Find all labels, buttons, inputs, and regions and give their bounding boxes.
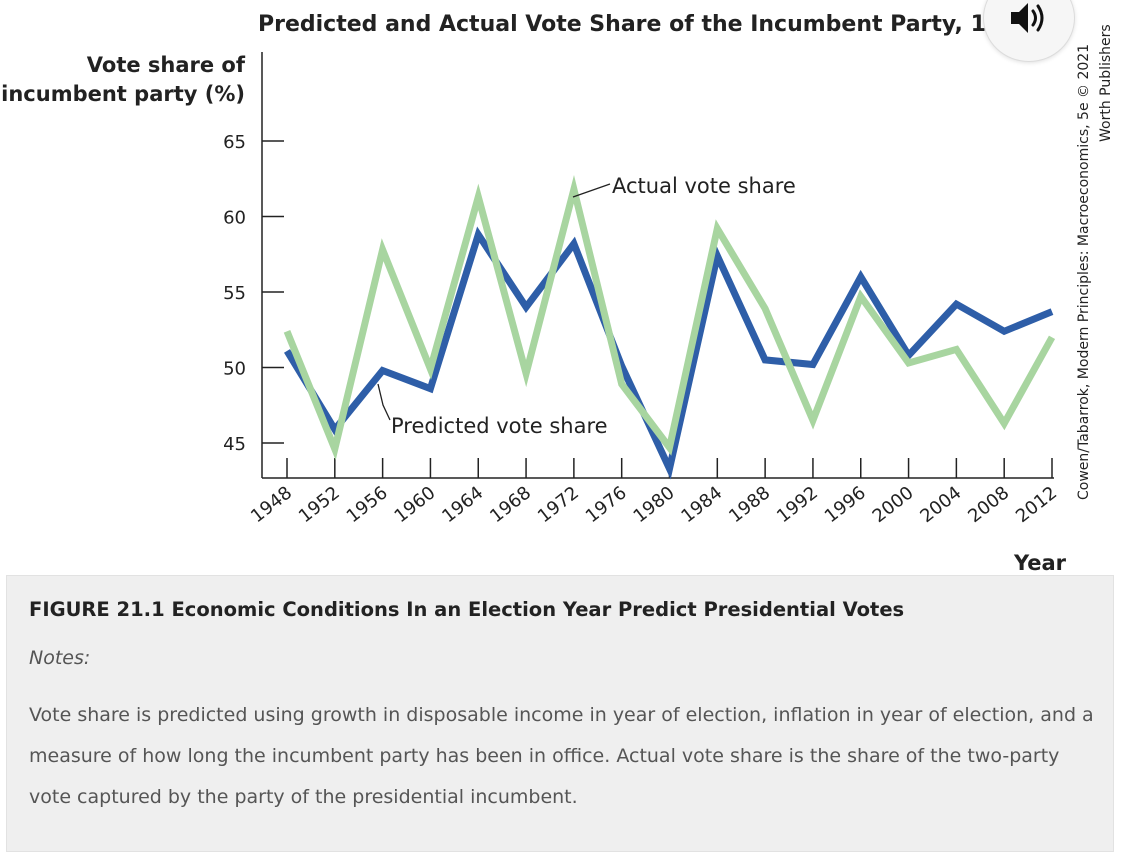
vote-share-chart: Predicted and Actual Vote Share of the I…: [1, 12, 1114, 575]
chart-title: Predicted and Actual Vote Share of the I…: [258, 12, 1017, 37]
x-tick-label-1992: 1992: [773, 482, 822, 527]
y-tick-label-50: 50: [223, 359, 246, 380]
x-tick-label-1964: 1964: [438, 482, 487, 527]
x-tick-label-2000: 2000: [869, 482, 918, 527]
x-tick-label-1972: 1972: [534, 482, 583, 527]
x-tick-label-2004: 2004: [916, 482, 965, 527]
x-axis-label: Year: [1013, 551, 1067, 575]
x-tick-label-1988: 1988: [725, 482, 774, 527]
x-tick-label-1976: 1976: [582, 482, 631, 527]
credit-text-publisher: Worth Publishers: [1098, 24, 1114, 142]
y-axis-label-line-1: Vote share of: [87, 53, 246, 77]
credit-text: Cowen/Tabarrok, Modern Principles: Macro…: [1076, 44, 1092, 500]
actual-vote-share-annotation: Actual vote share: [612, 174, 796, 198]
figure-caption-box: FIGURE 21.1 Economic Conditions In an El…: [6, 575, 1114, 852]
axes: 4550556065194819521956196019641968197219…: [223, 52, 1061, 527]
predicted-vote-share-annotation: Predicted vote share: [391, 414, 608, 438]
x-tick-label-1984: 1984: [677, 482, 726, 527]
actual-vote-share-leader-line: [572, 183, 611, 198]
predicted-vote-share-line: [284, 226, 1054, 480]
figure-caption-title: FIGURE 21.1 Economic Conditions In an El…: [29, 598, 905, 621]
actual-vote-share-line: [283, 175, 1056, 461]
y-tick-label-60: 60: [223, 208, 246, 229]
x-tick-label-1948: 1948: [247, 482, 296, 527]
x-tick-label-1960: 1960: [390, 482, 439, 527]
predicted-vote-share-leader-line: [377, 383, 391, 421]
y-tick-label-45: 45: [223, 434, 246, 455]
notes-text: Vote share is predicted using growth in …: [29, 704, 1094, 808]
y-tick-label-65: 65: [223, 132, 246, 153]
series-lines: [283, 175, 1056, 480]
x-tick-label-1968: 1968: [486, 482, 535, 527]
credit-line-2: Worth Publishers: [1098, 24, 1114, 142]
notes-label: Notes:: [29, 647, 91, 669]
x-tick-label-2012: 2012: [1012, 482, 1061, 527]
x-tick-label-1996: 1996: [821, 482, 870, 527]
x-tick-label-1980: 1980: [630, 482, 679, 527]
y-tick-label-55: 55: [223, 283, 246, 304]
x-tick-label-2008: 2008: [964, 482, 1013, 527]
y-axis-label-line-2: incumbent party (%): [1, 82, 245, 106]
speaker-volume-icon: [1011, 3, 1044, 33]
chart-area: Predicted and Actual Vote Share of the I…: [1, 0, 1114, 575]
annotations: Actual vote share Predicted vote share: [377, 174, 796, 438]
x-tick-label-1956: 1956: [343, 482, 392, 527]
credit-line-1: Cowen/Tabarrok, Modern Principles: Macro…: [1076, 44, 1092, 500]
x-tick-label-1952: 1952: [295, 482, 344, 527]
